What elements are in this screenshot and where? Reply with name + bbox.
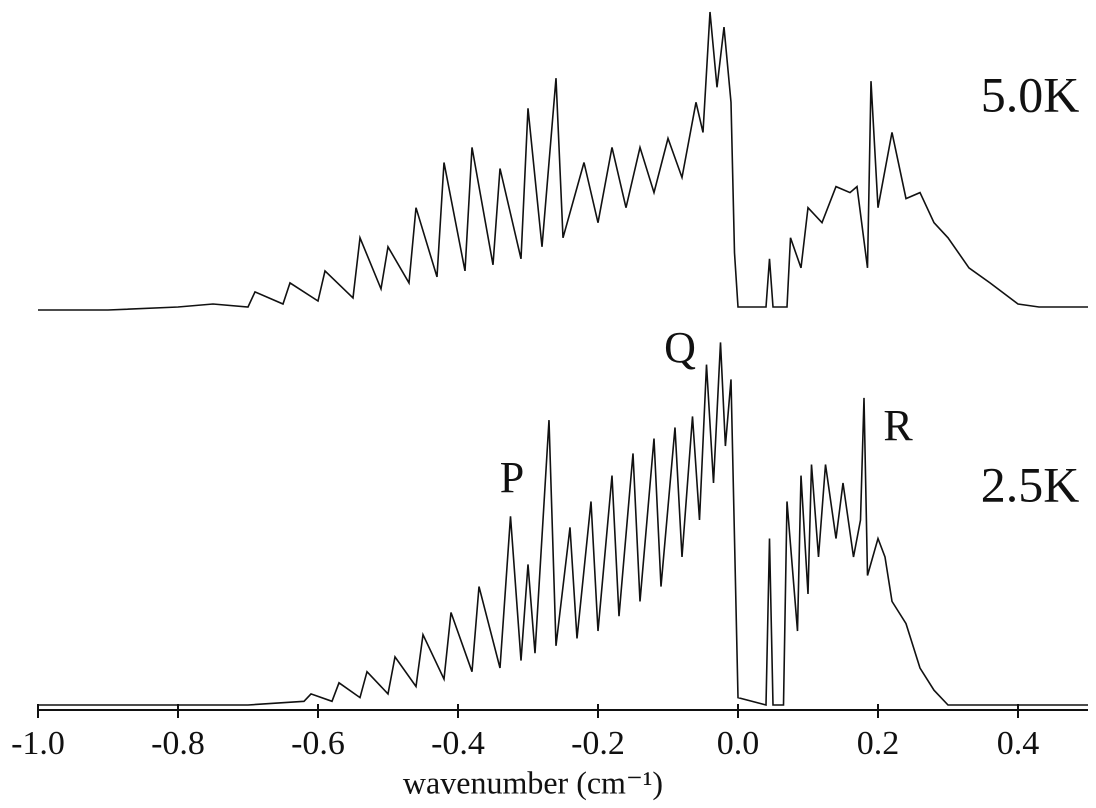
x-tick-label: 0.2 bbox=[857, 725, 900, 762]
branch-label: Q bbox=[664, 323, 696, 372]
x-tick-label: -0.8 bbox=[151, 725, 205, 762]
branch-label: P bbox=[500, 453, 524, 502]
branch-label: R bbox=[883, 401, 913, 450]
spectrum-line bbox=[38, 11, 1088, 311]
x-tick-label: -0.6 bbox=[291, 725, 345, 762]
x-axis-label: wavenumber (cm⁻¹) bbox=[403, 764, 663, 800]
temperature-label: 2.5K bbox=[981, 456, 1080, 512]
x-tick-label: 0.0 bbox=[717, 725, 760, 762]
spectrum-line bbox=[38, 342, 1088, 707]
x-tick-label: 0.4 bbox=[997, 725, 1040, 762]
temperature-label: 5.0K bbox=[981, 66, 1080, 122]
x-tick-label: -0.4 bbox=[431, 725, 485, 762]
x-tick-label: -1.0 bbox=[11, 725, 65, 762]
x-tick-label: -0.2 bbox=[571, 725, 625, 762]
